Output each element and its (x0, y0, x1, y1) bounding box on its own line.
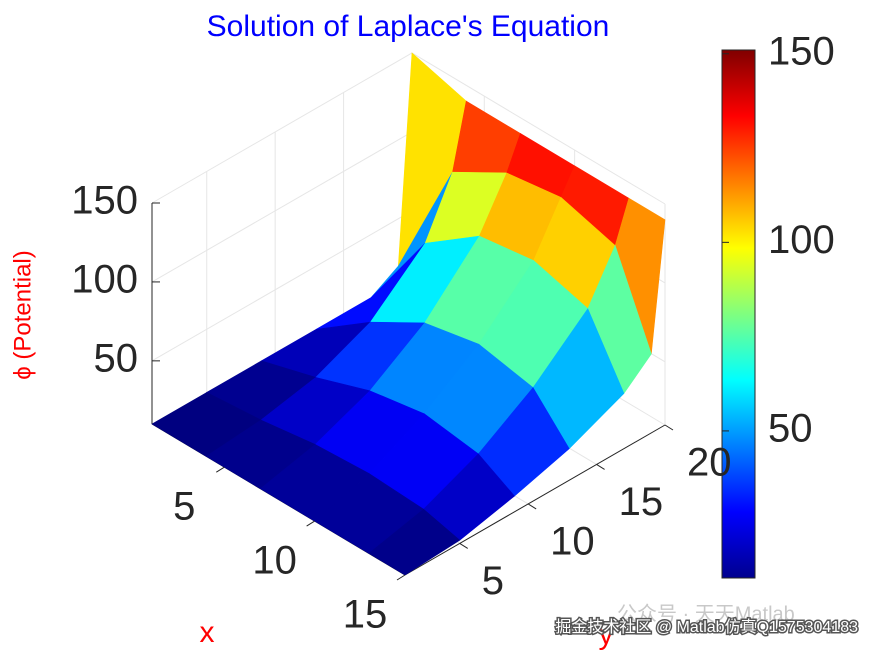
watermark: 掘金技术社区 @ Matlab仿真Q1575304183 (555, 618, 858, 636)
y-tick (664, 424, 674, 431)
y-axis-label: y (599, 618, 614, 651)
colorbar (721, 49, 756, 579)
y-tick-label: 5 (482, 559, 504, 603)
z-tick-label: 150 (71, 179, 138, 223)
y-axis (404, 424, 666, 576)
x-tick (306, 520, 315, 527)
watermark: 公众号 · 天天Matlab (617, 602, 795, 625)
y-tick (459, 542, 469, 549)
x-axis-label: x (200, 616, 215, 649)
surface-patch (368, 508, 461, 576)
z-axis-label: ϕ (Potential) (9, 250, 36, 380)
colorbar-tick-label: 100 (768, 218, 835, 262)
colorbar-tick-label: 50 (768, 406, 813, 450)
y-tick-label: 20 (687, 441, 732, 485)
x-tick-label: 10 (252, 539, 297, 583)
x-tick (396, 574, 406, 581)
y-tick-label: 15 (619, 480, 664, 524)
z-tick-label: 100 (71, 257, 138, 301)
x-tick-label: 15 (343, 593, 388, 637)
x-tick (216, 466, 225, 473)
z-tick-label: 50 (94, 336, 139, 380)
y-tick (527, 503, 537, 510)
y-tick (596, 464, 605, 470)
colorbar-tick-label: 150 (768, 29, 835, 73)
plot-area: 50 100 150 5 10 15 5 10 15 20 (71, 52, 732, 637)
chart-title: Solution of Laplace's Equation (207, 10, 610, 43)
y-tick-label: 10 (550, 520, 595, 564)
x-tick-label: 5 (173, 485, 195, 529)
